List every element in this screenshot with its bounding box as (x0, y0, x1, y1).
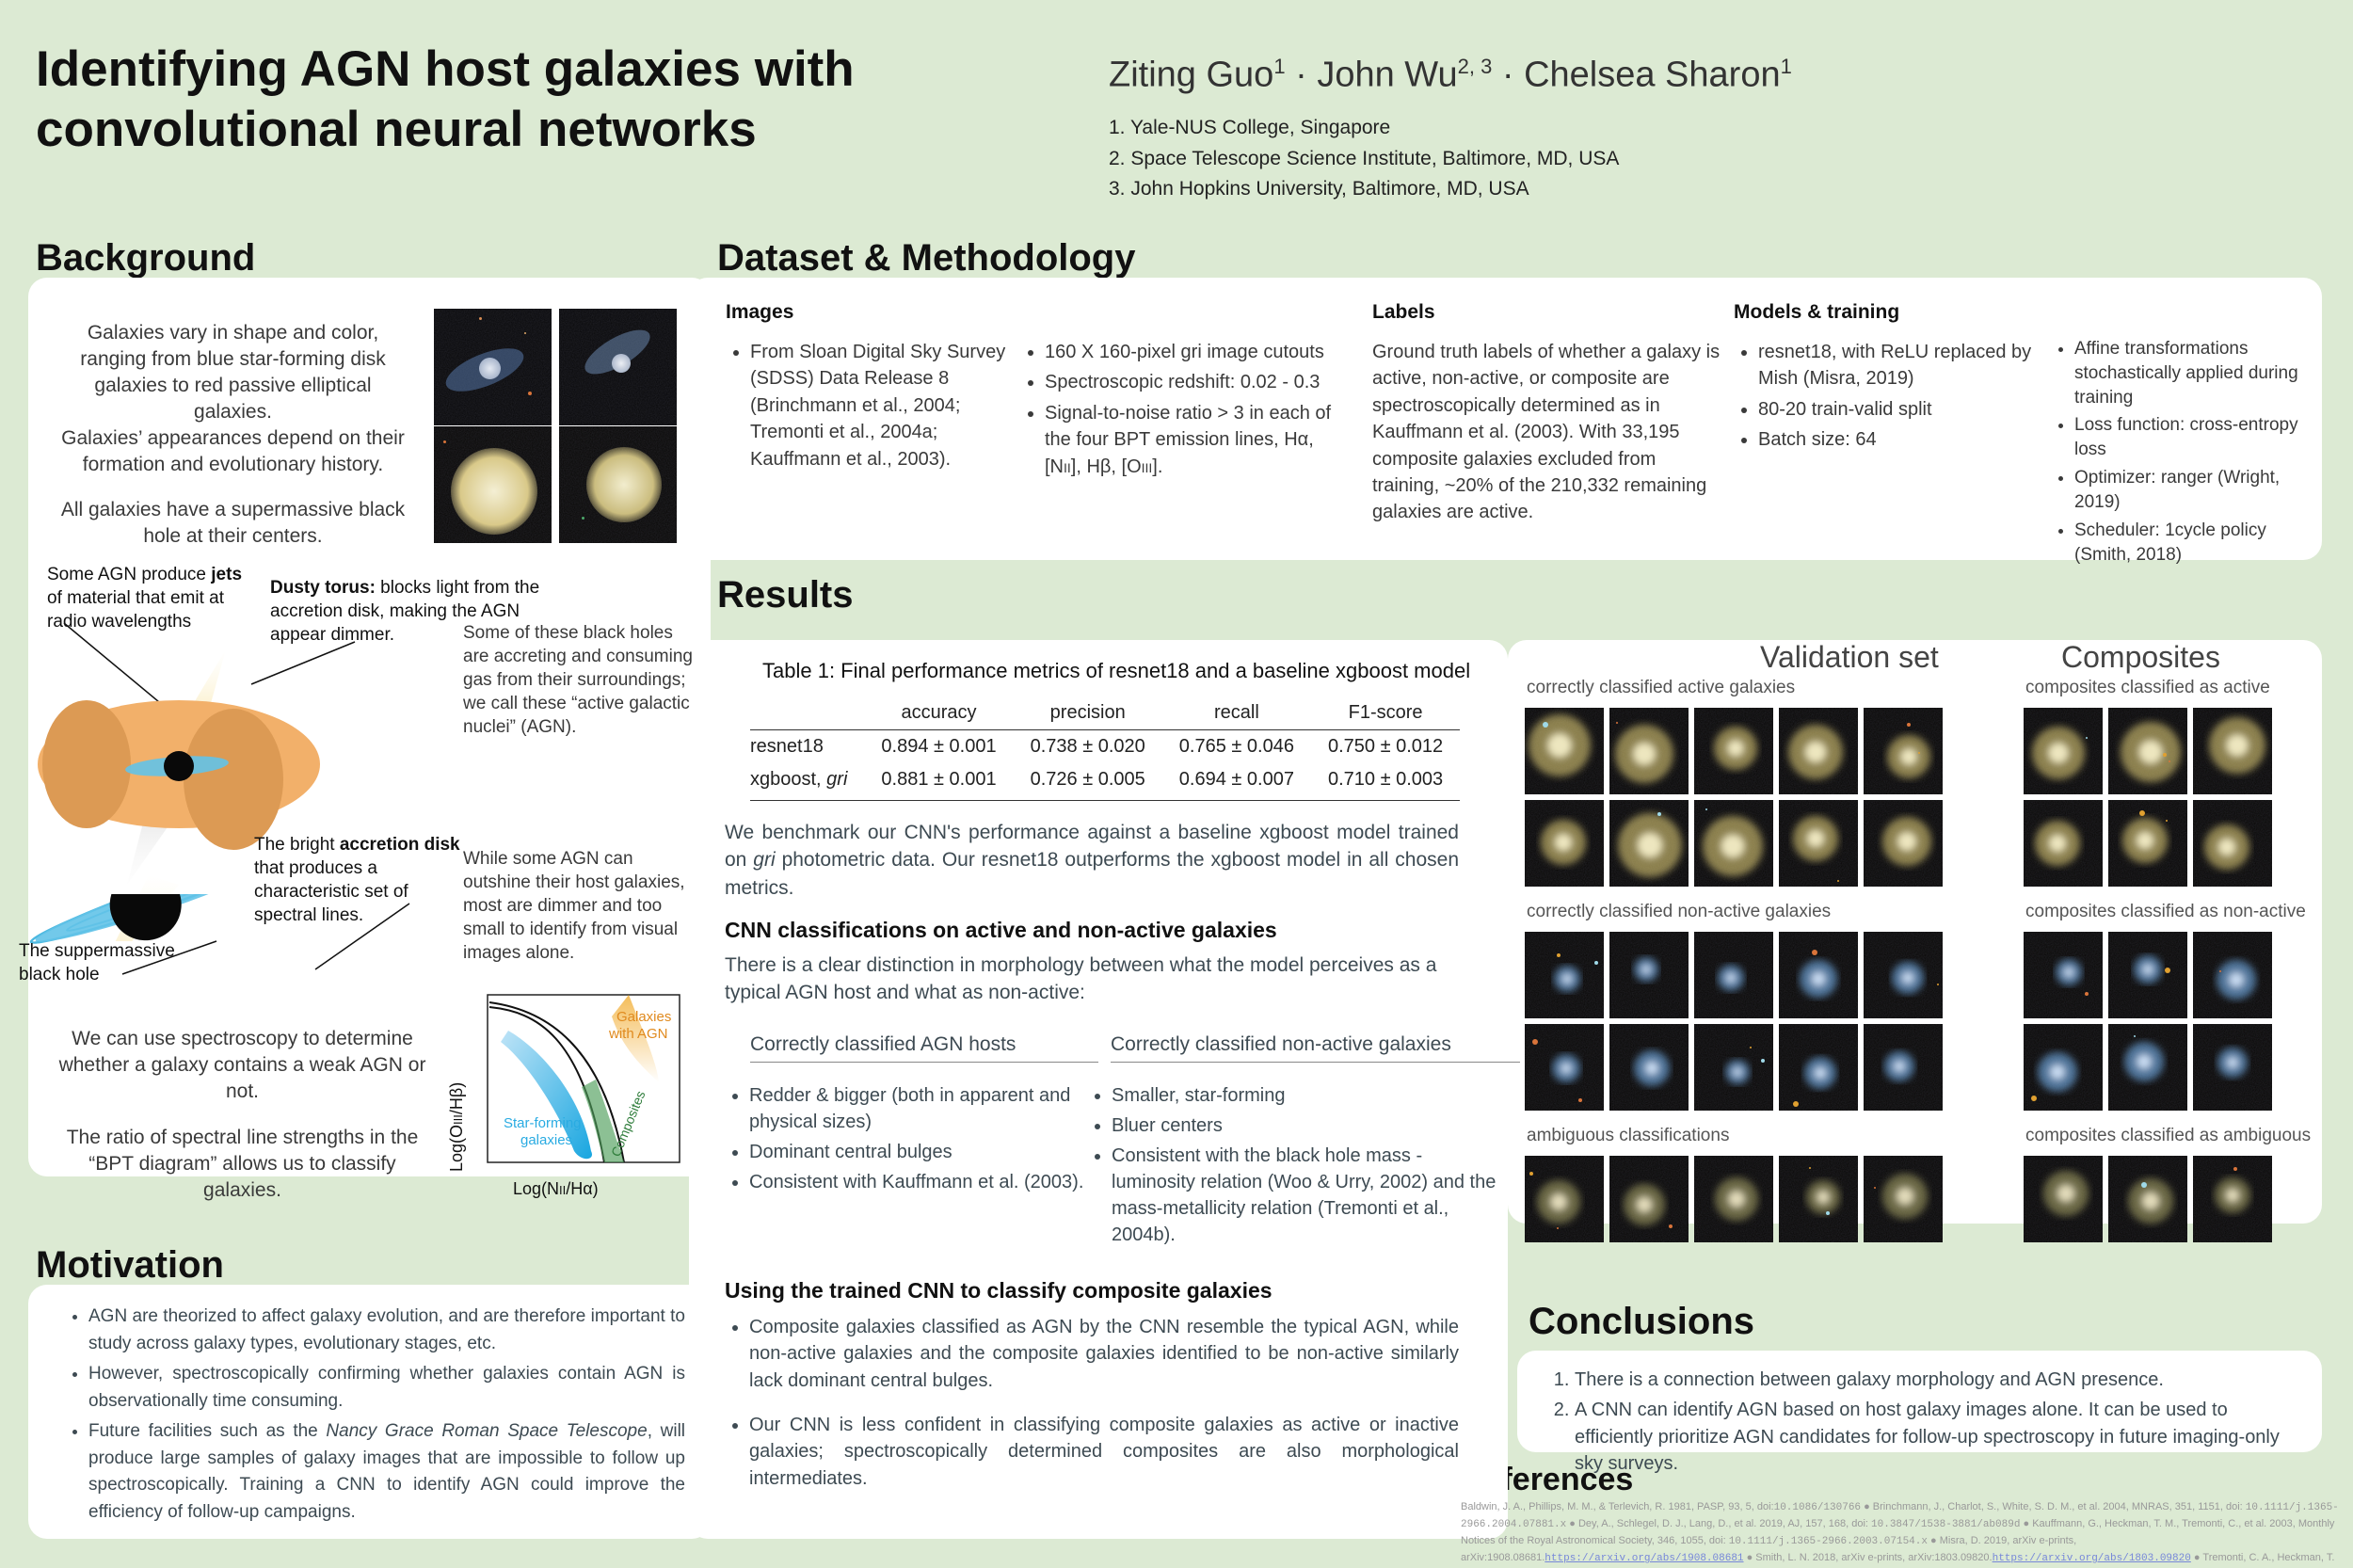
svg-text:Star-forming: Star-forming (504, 1115, 582, 1131)
svg-text:with AGN: with AGN (608, 1026, 668, 1042)
svg-text:Galaxies: Galaxies (616, 1009, 671, 1025)
svg-text:galaxies: galaxies (520, 1132, 572, 1148)
